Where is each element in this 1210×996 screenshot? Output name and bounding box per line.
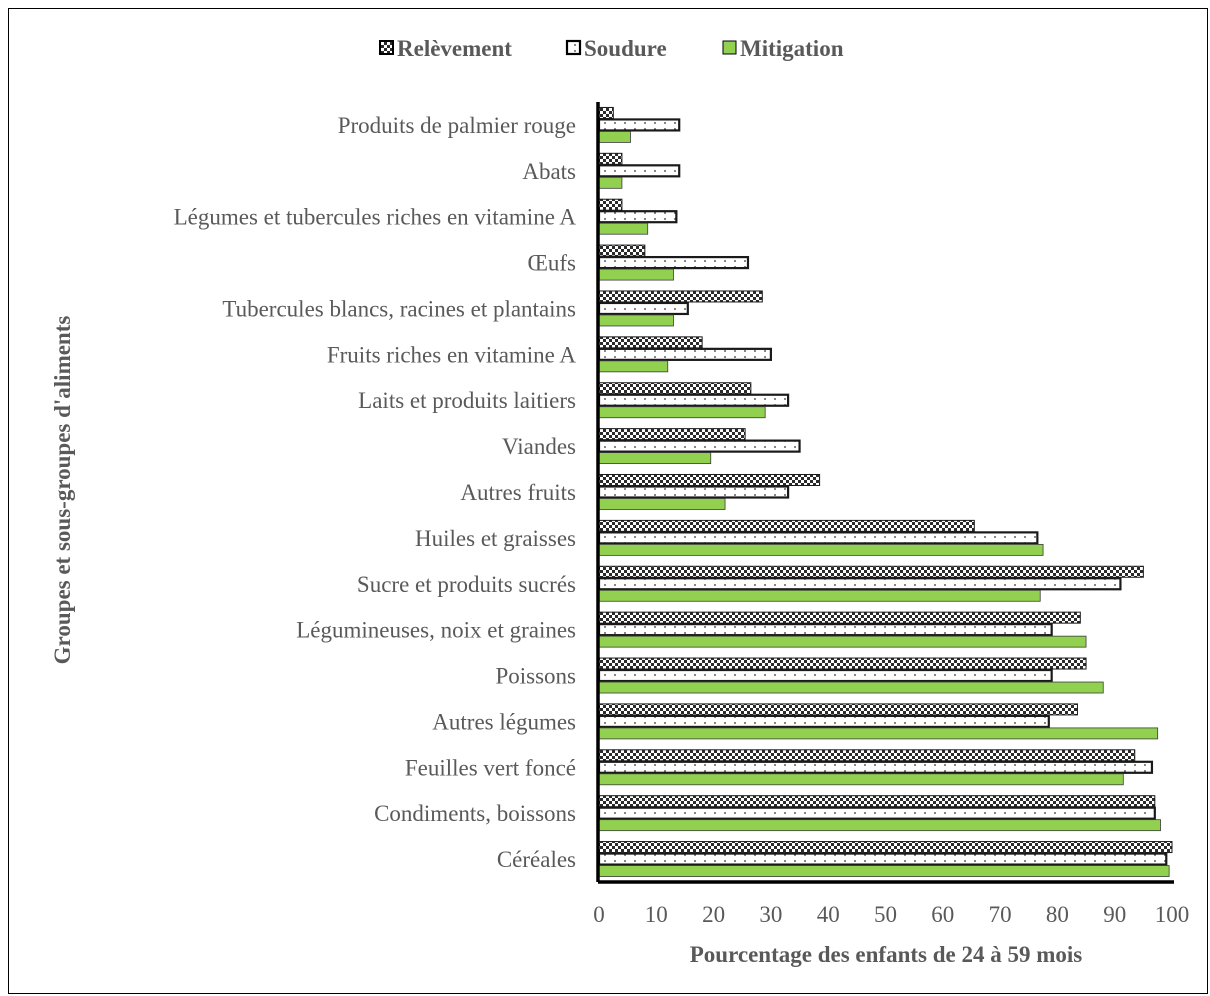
- bar-soudure-legumineuses-noix-et-graines: [597, 623, 1053, 637]
- x-tick-80: 80: [1046, 902, 1069, 927]
- bar-soudure-cereales: [597, 852, 1168, 866]
- bar-relevement-huiles-et-graisses: [598, 519, 975, 532]
- category-label-cereales: Céréales: [497, 847, 576, 872]
- bar-soudure-legumes-et-tubercules-riches-en-vitamine-a: [597, 210, 678, 224]
- x-tick-60: 60: [931, 902, 954, 927]
- bar-soudure-poissons: [597, 668, 1053, 683]
- category-label-produits-de-palmier-rouge: Produits de palmier rouge: [338, 113, 576, 138]
- bar-soudure-condiments-boissons: [597, 806, 1156, 820]
- bar-soudure-autres-fruits: [597, 485, 790, 499]
- bar-relevement-condiments-boissons: [598, 795, 1156, 808]
- x-axis-title: Pourcentage des enfants de 24 à 59 mois: [690, 942, 1083, 967]
- bar-soudure-ufs: [597, 255, 750, 270]
- category-label-condiments-boissons: Condiments, boissons: [374, 801, 576, 826]
- bar-mitigation-ufs: [598, 268, 674, 281]
- bar-relevement-viandes: [598, 428, 746, 441]
- bar-soudure-laits-et-produits-laitiers: [597, 393, 790, 407]
- bar-soudure-abats: [597, 164, 681, 178]
- bar-mitigation-autres-legumes: [598, 727, 1159, 740]
- x-tick-30: 30: [759, 902, 782, 927]
- category-label-autres-fruits: Autres fruits: [460, 480, 576, 505]
- category-label-viandes: Viandes: [502, 434, 576, 459]
- legend-swatch-relevement: [379, 40, 394, 55]
- category-label-legumes-et-tubercules-riches-en-vitamine-a: Légumes et tubercules riches en vitamine…: [174, 205, 577, 230]
- category-label-legumineuses-noix-et-graines: Légumineuses, noix et graines: [296, 618, 576, 643]
- bar-soudure-sucre-et-produits-sucres: [597, 577, 1122, 591]
- bar-relevement-poissons: [598, 657, 1087, 670]
- category-labels: Produits de palmier rouge Abats Légumes et…: [174, 113, 577, 872]
- category-label-huiles-et-graisses: Huiles et graisses: [415, 526, 576, 551]
- bar-relevement-produits-de-palmier-rouge: [598, 106, 614, 119]
- bar-relevement-autres-fruits: [598, 474, 821, 486]
- bar-mitigation-huiles-et-graisses: [598, 543, 1044, 556]
- bar-soudure-produits-de-palmier-rouge: [597, 118, 681, 132]
- bar-soudure-autres-legumes: [597, 714, 1050, 729]
- bar-relevement-laits-et-produits-laitiers: [598, 382, 752, 395]
- legend: Relèvement Soudure Mitigation: [379, 36, 844, 61]
- bar-mitigation-produits-de-palmier-rouge: [598, 131, 631, 143]
- category-label-tubercules-blancs-racines-et-plantains: Tubercules blancs, racines et plantains: [222, 296, 576, 321]
- bar-mitigation-legumineuses-noix-et-graines: [598, 635, 1087, 648]
- bar-relevement-cereales: [598, 841, 1173, 854]
- bar-soudure-viandes: [597, 439, 801, 453]
- bar-mitigation-laits-et-produits-laitiers: [598, 406, 766, 419]
- bar-mitigation-sucre-et-produits-sucres: [598, 589, 1041, 602]
- bar-mitigation-legumes-et-tubercules-riches-en-vitamine-a: [598, 222, 649, 235]
- category-label-autres-legumes: Autres légumes: [432, 709, 576, 734]
- legend-swatch-mitigation: [722, 40, 737, 55]
- bar-mitigation-abats: [598, 176, 623, 189]
- category-label-laits-et-produits-laitiers: Laits et produits laitiers: [358, 388, 576, 413]
- y-axis-title: Groupes et sous-groupes d'aliments: [50, 316, 75, 665]
- axes: [596, 102, 1174, 884]
- x-tick-40: 40: [817, 902, 840, 927]
- bar-relevement-ufs: [598, 244, 646, 257]
- x-tick-20: 20: [702, 902, 725, 927]
- category-label-fruits-riches-en-vitamine-a: Fruits riches en vitamine A: [327, 342, 577, 367]
- x-tick-10: 10: [645, 902, 668, 927]
- bar-relevement-legumes-et-tubercules-riches-en-vitamine-a: [598, 198, 623, 211]
- bar-mitigation-cereales: [598, 865, 1170, 877]
- bar-relevement-legumineuses-noix-et-graines: [598, 611, 1081, 624]
- x-tick-90: 90: [1103, 902, 1126, 927]
- bar-soudure-tubercules-blancs-racines-et-plantains: [597, 301, 689, 316]
- category-label-feuilles-vert-fonce: Feuilles vert foncé: [405, 755, 576, 780]
- x-tick-50: 50: [874, 902, 897, 927]
- bar-mitigation-feuilles-vert-fonce: [598, 773, 1124, 786]
- bar-relevement-abats: [598, 152, 623, 165]
- bar-mitigation-fruits-riches-en-vitamine-a: [598, 360, 669, 373]
- category-label-sucre-et-produits-sucres: Sucre et produits sucrés: [357, 572, 576, 597]
- bar-mitigation-autres-fruits: [598, 498, 726, 510]
- legend-label-soudure: Soudure: [584, 36, 667, 61]
- category-label-abats: Abats: [522, 159, 576, 184]
- bars: [597, 106, 1173, 877]
- bar-mitigation-condiments-boissons: [598, 819, 1161, 832]
- bar-mitigation-poissons: [598, 681, 1104, 694]
- x-tick-100: 100: [1155, 902, 1190, 927]
- bar-relevement-sucre-et-produits-sucres: [598, 565, 1144, 578]
- bar-soudure-huiles-et-graisses: [597, 531, 1039, 545]
- x-tick-70: 70: [989, 902, 1012, 927]
- legend-label-relevement: Relèvement: [397, 36, 512, 61]
- bar-relevement-feuilles-vert-fonce: [598, 749, 1136, 762]
- bar-relevement-fruits-riches-en-vitamine-a: [598, 336, 703, 349]
- bar-soudure-feuilles-vert-fonce: [597, 760, 1154, 774]
- bar-relevement-tubercules-blancs-racines-et-plantains: [598, 290, 763, 303]
- legend-label-mitigation: Mitigation: [740, 36, 844, 61]
- x-tick-0: 0: [593, 902, 605, 927]
- category-label-poissons: Poissons: [495, 664, 576, 689]
- x-tick-labels: 0 10 20 30 40 50 60 70 80 90 100: [593, 902, 1189, 927]
- category-label-ufs: Œufs: [527, 251, 576, 276]
- bar-mitigation-viandes: [598, 452, 712, 465]
- legend-swatch-soudure: [565, 39, 582, 56]
- bar-soudure-fruits-riches-en-vitamine-a: [597, 347, 772, 361]
- bar-mitigation-tubercules-blancs-racines-et-plantains: [598, 314, 674, 327]
- bar-relevement-autres-legumes: [598, 703, 1078, 716]
